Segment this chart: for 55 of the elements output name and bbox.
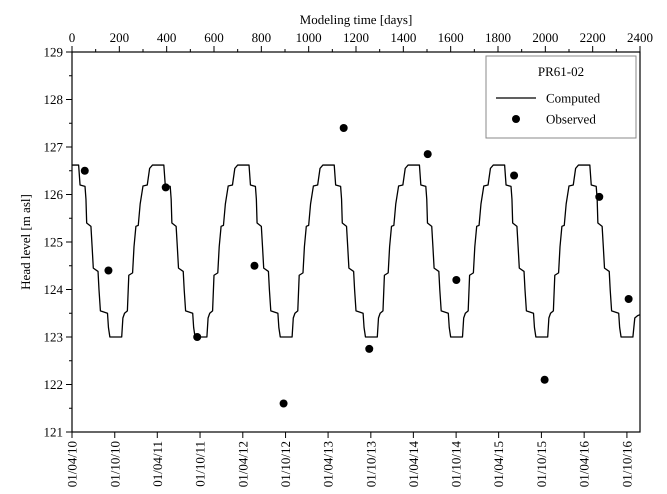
point — [540, 376, 549, 384]
x2-tick-label: 01/04/11 — [150, 441, 165, 487]
x-tick-label: 1600 — [438, 30, 464, 45]
x2-tick-label: 01/10/13 — [363, 441, 378, 488]
y-axis-title: Head level [m asl] — [18, 194, 33, 290]
y-tick-label: 124 — [44, 282, 64, 298]
point — [624, 295, 633, 303]
x-tick-label: 2000 — [532, 30, 558, 45]
point — [193, 333, 202, 341]
point — [162, 183, 170, 192]
point — [424, 150, 432, 158]
x-tick-label: 600 — [204, 30, 224, 45]
x2-tick-label: 01/04/16 — [576, 440, 592, 488]
x2-tick-label: 01/04/15 — [491, 441, 506, 488]
x2-tick-label: 01/10/16 — [619, 440, 634, 488]
point — [250, 262, 258, 270]
x-tick-label: 1800 — [485, 30, 511, 45]
y-tick-label: 128 — [44, 92, 63, 108]
x-axis-title: Modeling time [days] — [300, 12, 412, 27]
legend-title: PR61-02 — [538, 64, 584, 79]
x-tick-label: 0 — [68, 30, 76, 45]
point — [452, 276, 460, 284]
y-tick-label: 125 — [44, 234, 63, 250]
x2-tick-label: 01/04/13 — [320, 441, 336, 488]
x2-tick-label: 01/10/12 — [278, 441, 294, 488]
x-tick-label: 2200 — [580, 30, 606, 45]
point — [510, 172, 518, 180]
y-tick-label: 127 — [44, 140, 64, 155]
point — [340, 124, 348, 132]
x2-tick-label: 01/10/15 — [534, 441, 549, 488]
x-tick-label: 1000 — [296, 30, 322, 45]
point — [80, 166, 89, 175]
x2-tick-label: 01/04/10 — [64, 441, 80, 488]
point — [104, 266, 112, 274]
x2-tick-label: 01/10/14 — [448, 440, 464, 488]
x-tick-label: 800 — [252, 30, 272, 45]
y-tick-label: 123 — [44, 330, 63, 345]
y-tick-label: 122 — [44, 377, 63, 392]
point — [595, 192, 604, 201]
point — [280, 400, 288, 408]
x-tick-label: 1200 — [343, 30, 369, 45]
x-tick-label: 400 — [156, 30, 176, 45]
x-tick-label: 2400 — [627, 30, 653, 45]
legend-label: Observed — [546, 112, 596, 127]
x-tick-label: 1400 — [390, 30, 416, 45]
x2-tick-label: 01/04/12 — [235, 441, 250, 488]
y-tick-label: 126 — [44, 187, 64, 202]
x-tick-label: 200 — [110, 30, 130, 45]
x2-tick-label: 01/10/11 — [192, 441, 208, 487]
legend-label: Computed — [546, 90, 601, 106]
y-tick-label: 129 — [44, 44, 63, 60]
x2-tick-label: 01/10/10 — [107, 441, 122, 488]
y-tick-label: 121 — [44, 424, 63, 440]
x2-tick-label: 01/04/14 — [406, 440, 421, 488]
point — [365, 344, 374, 353]
